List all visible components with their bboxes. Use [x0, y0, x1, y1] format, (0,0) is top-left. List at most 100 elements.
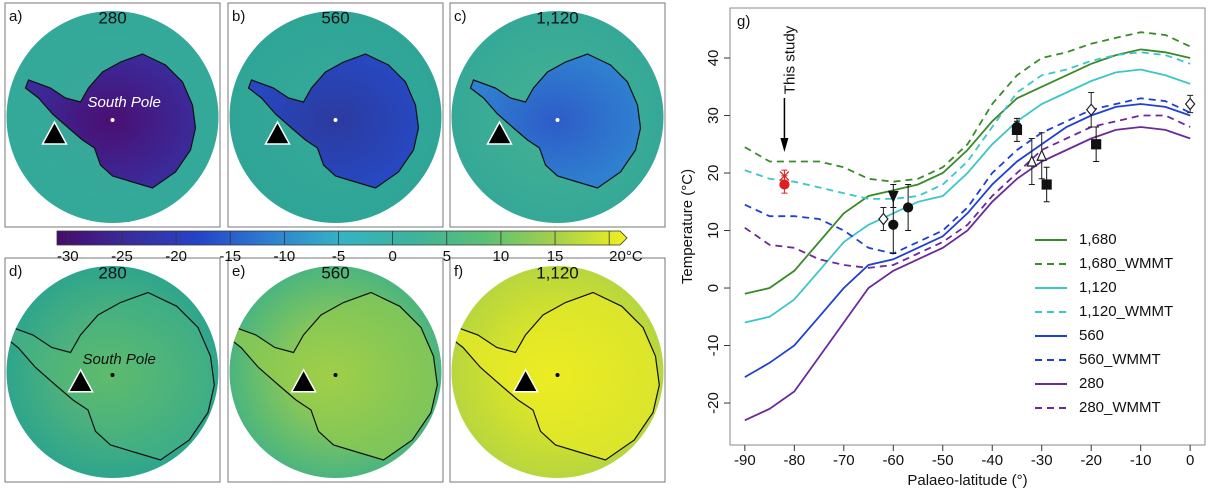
- x-tick-label: -40: [981, 452, 1003, 469]
- y-tick-label: -20: [705, 392, 722, 414]
- legend-label: 560: [1079, 327, 1104, 344]
- map-panel: b) 560: [227, 2, 444, 228]
- x-tick-label: -90: [734, 452, 756, 469]
- data-point: [1036, 148, 1048, 161]
- colorbar-tick-label: -10: [274, 248, 296, 265]
- continent: [6, 291, 215, 461]
- colorbar-tick-label: -20: [165, 248, 187, 265]
- x-tick-label: -20: [1080, 452, 1102, 469]
- y-tick-label: 20: [705, 165, 722, 182]
- data-point: [878, 212, 889, 226]
- map-panel: d) 280 South Pole: [4, 257, 221, 483]
- x-tick-label: -30: [1031, 452, 1053, 469]
- series-line: [744, 68, 1191, 324]
- x-tick-label: 0: [1186, 452, 1194, 469]
- legend-label: 280_WMMT: [1079, 399, 1161, 416]
- panel-label: f): [454, 263, 463, 280]
- map-title: 280: [98, 8, 126, 27]
- x-tick-label: -80: [783, 452, 805, 469]
- legend-label: 1,680_WMMT: [1079, 255, 1173, 272]
- panel-label: c): [454, 8, 467, 25]
- pole-dot: [333, 373, 338, 377]
- data-point: [903, 202, 914, 213]
- y-tick-label: 0: [705, 284, 722, 292]
- x-tick-label: -10: [1130, 452, 1152, 469]
- continent: [451, 291, 660, 461]
- colorbar-tick-label: 5: [443, 248, 451, 265]
- continent: [229, 291, 438, 461]
- map-panel: c) 1,120: [449, 2, 666, 228]
- data-point: [1011, 121, 1023, 133]
- site-marker: [512, 368, 539, 393]
- data-point: [1091, 139, 1102, 150]
- colorbar-tick-label: -25: [111, 248, 133, 265]
- colorbar-tick-label: 10: [493, 248, 510, 265]
- y-axis-label: Temperature (°C): [679, 169, 696, 284]
- x-tick-label: -50: [932, 452, 954, 469]
- continent: [469, 53, 642, 189]
- y-tick-label: 40: [705, 50, 722, 67]
- y-tick-label: 30: [705, 107, 722, 124]
- colorbar-tick-label: 15: [547, 248, 564, 265]
- series-line: [744, 97, 1191, 255]
- legend-label: 280: [1079, 375, 1104, 392]
- site-marker: [41, 120, 68, 145]
- data-point: [888, 219, 899, 230]
- map-title: 1,120: [536, 8, 579, 27]
- legend-label: 1,120: [1079, 279, 1117, 296]
- panel-label: a): [9, 8, 22, 25]
- colorbar-tick-label: 0: [388, 248, 396, 265]
- annotation: This study: [781, 25, 798, 94]
- panel-label: e): [232, 263, 245, 280]
- x-axis-label: Palaeo-latitude (°): [907, 472, 1027, 489]
- data-point: [1184, 97, 1196, 111]
- pole-dot: [555, 373, 560, 377]
- site-marker: [264, 120, 291, 145]
- series-line: [744, 48, 1191, 295]
- data-point: [1026, 154, 1038, 167]
- continent: [247, 53, 420, 189]
- pole-dot: [110, 118, 115, 122]
- continent: [24, 53, 197, 189]
- data-point: [1041, 179, 1052, 190]
- colorbar-tick-label: 20°C: [609, 248, 643, 265]
- legend-label: 1,680: [1079, 231, 1117, 248]
- panel-label: d): [9, 263, 22, 280]
- map-title: 560: [321, 263, 349, 282]
- plot-frame: [729, 7, 1206, 446]
- site-marker: [67, 368, 94, 393]
- legend-label: 560_WMMT: [1079, 351, 1161, 368]
- map-panel: f) 1,120: [449, 257, 666, 483]
- x-tick-label: -70: [833, 452, 855, 469]
- pole-dot: [333, 118, 338, 122]
- map-title: 560: [321, 8, 349, 27]
- pole-dot: [110, 373, 115, 377]
- panel-label: g): [737, 13, 750, 30]
- pole-dot: [555, 118, 560, 122]
- panel-label: b): [232, 8, 245, 25]
- pole-label: South Pole: [83, 351, 156, 368]
- colorbar: [56, 230, 628, 246]
- map-panel: a) 280 South Pole: [4, 2, 221, 228]
- data-point: [1085, 103, 1097, 117]
- y-tick-label: 10: [705, 222, 722, 239]
- colorbar-tick-label: -15: [219, 248, 241, 265]
- colorbar-tick-label: -30: [57, 248, 79, 265]
- series-line: [744, 51, 1191, 200]
- x-tick-label: -60: [882, 452, 904, 469]
- annotation-arrowhead: [780, 138, 789, 152]
- legend-label: 1,120_WMMT: [1079, 303, 1173, 320]
- series-line: [744, 114, 1191, 269]
- map-title: 1,120: [536, 263, 579, 282]
- series-line: [744, 126, 1191, 422]
- map-title: 280: [98, 263, 126, 282]
- y-tick-label: -10: [705, 335, 722, 357]
- map-panel: e) 560: [227, 257, 444, 483]
- series-line: [744, 31, 1191, 183]
- colorbar-tick-label: -5: [332, 248, 345, 265]
- site-marker: [290, 368, 317, 393]
- series-line: [744, 103, 1191, 378]
- data-point: [779, 170, 790, 181]
- pole-label: South Pole: [88, 94, 161, 111]
